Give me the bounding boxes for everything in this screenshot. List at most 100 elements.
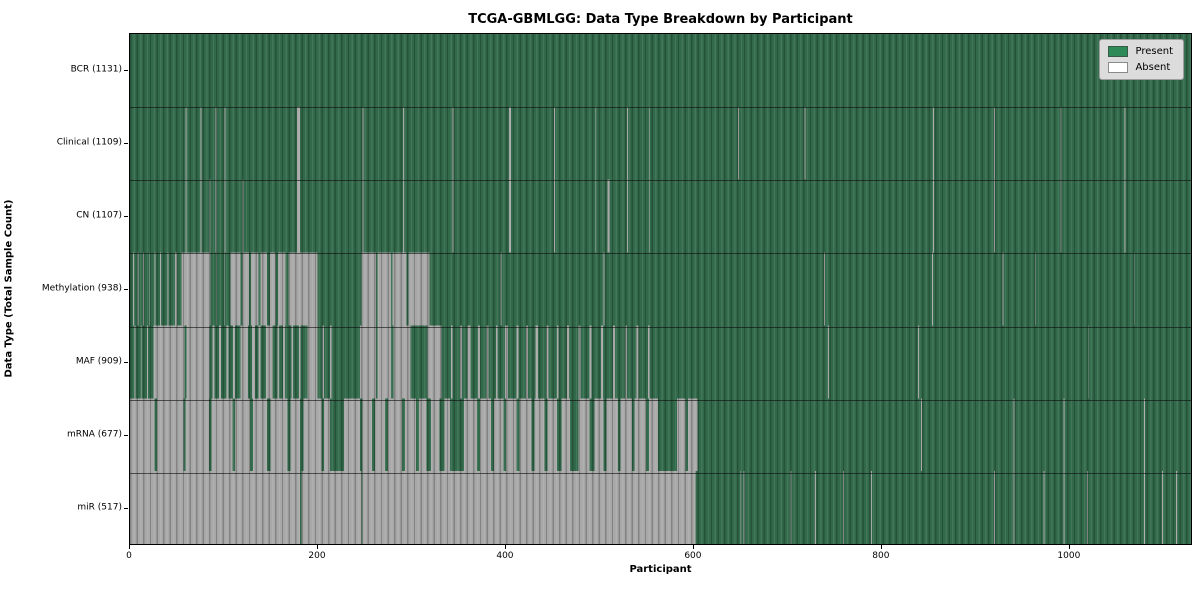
heatmap-svg bbox=[130, 34, 1191, 544]
row-separator bbox=[130, 472, 1191, 474]
absent-segment bbox=[298, 325, 301, 399]
x-tick-label-1000: 1000 bbox=[1057, 551, 1081, 561]
y-tick-label-bcr: BCR (1131) bbox=[70, 64, 122, 75]
y-tick-label-mir: miR (517) bbox=[77, 502, 122, 513]
absent-segment bbox=[595, 179, 597, 253]
absent-segment bbox=[252, 398, 267, 472]
absent-segment bbox=[1086, 471, 1088, 544]
absent-segment bbox=[242, 252, 250, 326]
absent-segment bbox=[233, 325, 236, 399]
absent-segment bbox=[506, 398, 517, 472]
absent-segment bbox=[534, 398, 545, 472]
row-separator bbox=[130, 399, 1191, 401]
absent-segment bbox=[578, 398, 590, 472]
absent-segment bbox=[625, 325, 628, 399]
absent-segment bbox=[1013, 471, 1015, 544]
absent-segment bbox=[737, 106, 739, 180]
absent-segment bbox=[647, 325, 650, 399]
absent-segment bbox=[160, 252, 161, 326]
absent-segment bbox=[175, 252, 177, 326]
absent-segment bbox=[452, 106, 454, 180]
plot-area: Present Absent bbox=[129, 33, 1192, 545]
absent-segment bbox=[627, 106, 629, 180]
absent-segment bbox=[600, 325, 603, 399]
absent-segment bbox=[301, 471, 362, 544]
absent-segment bbox=[993, 471, 995, 544]
absent-segment bbox=[561, 398, 570, 472]
absent-segment bbox=[1087, 325, 1089, 399]
absent-segment bbox=[148, 252, 150, 326]
absent-segment bbox=[1144, 398, 1146, 472]
y-tick-mark bbox=[124, 69, 128, 71]
x-tick-mark bbox=[504, 545, 506, 549]
absent-segment bbox=[648, 106, 650, 180]
absent-segment bbox=[1060, 179, 1062, 253]
absent-segment bbox=[508, 106, 511, 180]
absent-segment bbox=[804, 106, 806, 180]
absent-segment bbox=[1175, 471, 1177, 544]
absent-segment bbox=[362, 471, 696, 544]
absent-segment bbox=[1063, 471, 1065, 544]
absent-segment bbox=[224, 106, 226, 180]
absent-segment bbox=[595, 106, 597, 180]
absent-segment bbox=[377, 252, 391, 326]
absent-segment bbox=[181, 252, 211, 326]
absent-segment bbox=[324, 398, 330, 472]
absent-segment bbox=[361, 252, 376, 326]
y-tick-mark bbox=[124, 508, 128, 510]
y-tick-mark bbox=[124, 215, 128, 217]
absent-segment bbox=[242, 179, 244, 253]
absent-segment bbox=[607, 179, 610, 253]
absent-segment bbox=[871, 471, 873, 544]
absent-segment bbox=[993, 106, 995, 180]
absent-segment bbox=[291, 325, 294, 399]
y-tick-label-maf: MAF (909) bbox=[75, 356, 122, 367]
absent-segment bbox=[377, 325, 391, 399]
absent-segment bbox=[307, 325, 318, 399]
absent-segment bbox=[1060, 106, 1062, 180]
absent-segment bbox=[460, 325, 463, 399]
x-tick-mark bbox=[880, 545, 882, 549]
absent-segment bbox=[296, 179, 300, 253]
absent-segment bbox=[185, 179, 187, 253]
absent-segment bbox=[215, 179, 217, 253]
absent-segment bbox=[132, 252, 134, 326]
absent-segment bbox=[516, 325, 519, 399]
x-tick-label-800: 800 bbox=[872, 551, 890, 561]
absent-segment bbox=[374, 398, 386, 472]
absent-segment bbox=[418, 398, 427, 472]
absent-segment bbox=[224, 179, 226, 253]
absent-segment bbox=[387, 398, 403, 472]
absent-segment bbox=[303, 398, 322, 472]
absent-segment bbox=[535, 325, 539, 399]
absent-segment bbox=[343, 398, 360, 472]
absent-segment bbox=[137, 252, 139, 326]
absent-segment bbox=[634, 398, 646, 472]
absent-segment bbox=[1035, 252, 1037, 326]
legend-label: Present bbox=[1135, 46, 1173, 57]
absent-segment bbox=[554, 106, 555, 180]
absent-segment bbox=[235, 398, 251, 472]
absent-segment bbox=[933, 179, 934, 253]
absent-segment bbox=[216, 252, 218, 326]
absent-segment bbox=[269, 252, 276, 326]
legend-swatch-absent bbox=[1108, 62, 1129, 73]
absent-segment bbox=[282, 325, 285, 399]
absent-segment bbox=[240, 325, 249, 399]
absent-segment bbox=[519, 398, 532, 472]
absent-segment bbox=[525, 325, 528, 399]
absent-segment bbox=[627, 179, 629, 253]
x-tick-mark bbox=[692, 545, 694, 549]
absent-segment bbox=[278, 252, 286, 326]
absent-segment bbox=[408, 252, 430, 326]
absent-segment bbox=[1124, 179, 1126, 253]
absent-segment bbox=[215, 106, 217, 180]
legend-label: Absent bbox=[1135, 62, 1171, 73]
absent-segment bbox=[556, 325, 559, 399]
absent-segment bbox=[1013, 398, 1015, 472]
x-tick-label-600: 600 bbox=[684, 551, 702, 561]
absent-segment bbox=[479, 398, 492, 472]
absent-segment bbox=[329, 325, 332, 399]
absent-segment bbox=[603, 252, 605, 326]
absent-segment bbox=[146, 325, 148, 399]
